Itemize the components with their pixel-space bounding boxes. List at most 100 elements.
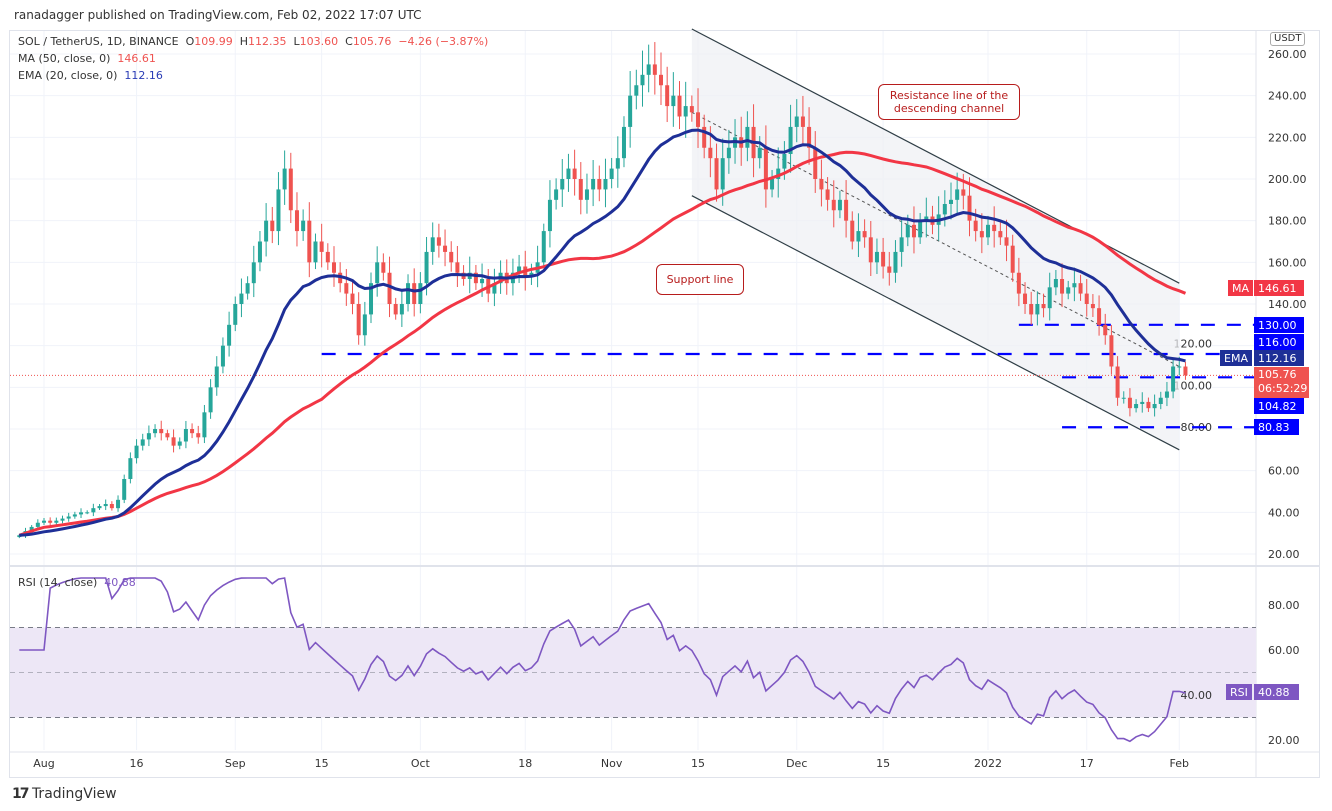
ma-legend-value: 146.61 [117,52,156,65]
candle-body [473,272,478,284]
candle-body [288,168,293,211]
candle-body [196,433,201,438]
candle-body [924,216,929,221]
candle-body [449,251,454,263]
time-tick-label: 15 [876,757,890,770]
rsi-tick-label: 20.00 [1268,734,1300,747]
ema-legend[interactable]: EMA (20, close, 0) 112.16 [18,69,163,82]
ema20-line [19,128,1186,537]
candle-body [696,112,701,127]
currency-label[interactable]: USDT [1270,32,1306,46]
candle-body [1164,391,1169,398]
candle-body [220,345,225,367]
ma-price-tag: 146.61 [1254,280,1304,296]
candle-body [603,179,608,190]
candle-body [689,106,694,113]
channel-fill [691,29,1180,450]
candle-body [97,506,102,509]
candle-body [381,262,386,273]
time-tick-label: 2022 [974,757,1002,770]
candle-body [621,126,626,159]
candle-body [831,199,836,211]
candle-body [862,231,867,238]
candle-body [1097,308,1102,325]
candle-body [1103,324,1108,336]
price-tick-label: 20.00 [1268,548,1300,561]
rsi-legend[interactable]: RSI (14, close) 40.88 [18,576,136,589]
candle-body [122,479,127,500]
tradingview-branding[interactable]: 17 TradingView [12,786,117,802]
candle-body [1029,304,1034,315]
candle-body [683,106,688,117]
candle-body [183,429,188,442]
candle-body [714,158,719,190]
candle-body [628,95,633,127]
candle-body [146,433,151,440]
candle-body [770,179,775,190]
candle-body [560,179,565,190]
candle-body [911,224,916,238]
candle-body [1010,245,1015,273]
ma50-line [18,150,1187,537]
channel-support-line [691,195,1180,451]
candle-body [973,220,978,232]
candle-body [591,179,596,190]
candle-body [276,189,281,232]
price-tick-label: 220.00 [1268,131,1307,144]
level-80-tag: 80.83 [1254,419,1299,435]
candle-body [492,283,497,294]
resistance-annotation[interactable]: Resistance line of the descending channe… [878,84,1020,120]
high-value: 112.35 [248,35,287,48]
candle-body [708,147,713,159]
candle-body [905,224,910,238]
candle-body [986,224,991,238]
last-price-tag: 105.76 06:52:29 [1254,367,1309,398]
candle-body [807,126,812,148]
candle-body [1121,397,1126,399]
support-annotation[interactable]: Support line [656,264,744,295]
ema-tag-name: EMA [1220,350,1252,366]
candle-body [171,437,176,446]
candle-body [1066,287,1071,294]
candle-body [572,168,577,179]
candle-body [659,74,663,86]
rsi-tag-name: RSI [1226,684,1252,700]
candle-body [60,518,65,521]
candle-body [282,168,287,190]
symbol-name[interactable]: SOL / TetherUS, 1D, BINANCE [18,35,179,48]
candle-body [1152,404,1157,409]
candle-body [992,224,997,232]
candle-body [393,304,398,315]
close-label: C [345,35,353,48]
candle-body [91,508,96,513]
candle-body [825,189,830,200]
candle-body [42,520,46,523]
candle-body [1127,397,1132,409]
candle-body [245,283,250,294]
candle-body [899,237,904,252]
candle-body [640,74,645,86]
price-tick-label: 180.00 [1268,215,1307,228]
symbol-legend: SOL / TetherUS, 1D, BINANCE O109.99 H112… [18,35,488,48]
candle-body [1158,397,1163,404]
candle-body [1047,287,1052,309]
candle-body [665,85,670,107]
candle-body [264,220,269,242]
ma-legend-label: MA (50, close, 0) [18,52,111,65]
candle-body [153,429,158,434]
low-label: L [293,35,300,48]
high-label: H [239,35,249,48]
candle-body [998,231,1003,238]
candle-body [1016,272,1021,294]
candle-body [794,116,799,127]
candle-body [813,147,818,179]
ma-legend[interactable]: MA (50, close, 0) 146.61 [18,52,156,65]
candle-body [517,266,522,273]
candle-body [887,266,892,273]
candle-body [1115,366,1120,398]
candle-body [1060,279,1065,294]
candle-body [356,304,361,336]
last-price: 105.76 [1258,368,1297,381]
candle-body [362,314,367,336]
